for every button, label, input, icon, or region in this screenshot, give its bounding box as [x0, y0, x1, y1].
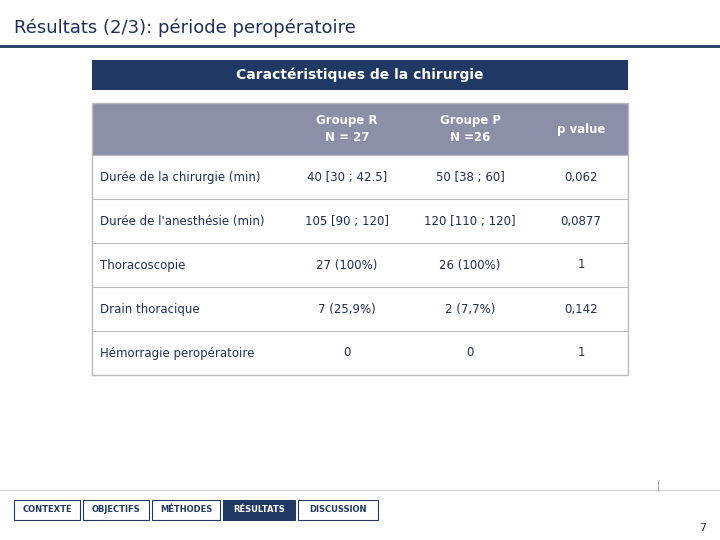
Text: 0,0877: 0,0877 [561, 214, 601, 227]
FancyBboxPatch shape [92, 199, 628, 243]
Text: 105 [90 ; 120]: 105 [90 ; 120] [305, 214, 389, 227]
Text: 50 [38 ; 60]: 50 [38 ; 60] [436, 171, 505, 184]
FancyBboxPatch shape [92, 331, 628, 375]
FancyBboxPatch shape [298, 500, 378, 520]
Text: 7: 7 [699, 523, 706, 533]
Text: Groupe R
N = 27: Groupe R N = 27 [316, 114, 378, 144]
Text: Drain thoracique: Drain thoracique [100, 302, 199, 315]
Text: 7 (25,9%): 7 (25,9%) [318, 302, 376, 315]
FancyBboxPatch shape [152, 500, 220, 520]
Text: Hémorragie peropératoire: Hémorragie peropératoire [100, 347, 254, 360]
Text: OBJECTIFS: OBJECTIFS [91, 505, 140, 515]
Text: 2 (7,7%): 2 (7,7%) [445, 302, 495, 315]
FancyBboxPatch shape [92, 243, 628, 287]
Text: 0: 0 [467, 347, 474, 360]
FancyBboxPatch shape [14, 500, 80, 520]
Text: DISCUSSION: DISCUSSION [310, 505, 366, 515]
Text: 1: 1 [577, 347, 585, 360]
FancyBboxPatch shape [223, 500, 295, 520]
Text: RÉSULTATS: RÉSULTATS [233, 505, 285, 515]
FancyBboxPatch shape [92, 287, 628, 331]
Text: Durée de l'anesthésie (min): Durée de l'anesthésie (min) [100, 214, 264, 227]
Text: 1: 1 [577, 259, 585, 272]
Text: Groupe P
N =26: Groupe P N =26 [439, 114, 500, 144]
Text: p value: p value [557, 123, 606, 136]
Text: Thoracoscopie: Thoracoscopie [100, 259, 185, 272]
FancyBboxPatch shape [92, 155, 628, 199]
Text: Caractéristiques de la chirurgie: Caractéristiques de la chirurgie [236, 68, 484, 82]
Text: 0: 0 [343, 347, 351, 360]
Text: 26 (100%): 26 (100%) [439, 259, 500, 272]
FancyBboxPatch shape [92, 60, 628, 90]
Text: 0,142: 0,142 [564, 302, 598, 315]
Text: |: | [657, 481, 660, 491]
Text: CONTEXTE: CONTEXTE [22, 505, 72, 515]
Text: 120 [110 ; 120]: 120 [110 ; 120] [424, 214, 516, 227]
Text: 0,062: 0,062 [564, 171, 598, 184]
Text: Résultats (2/3): période peropératoire: Résultats (2/3): période peropératoire [14, 19, 356, 37]
FancyBboxPatch shape [83, 500, 149, 520]
Text: 27 (100%): 27 (100%) [316, 259, 378, 272]
Text: 40 [30 ; 42.5]: 40 [30 ; 42.5] [307, 171, 387, 184]
Text: Durée de la chirurgie (min): Durée de la chirurgie (min) [100, 171, 261, 184]
Text: MÉTHODES: MÉTHODES [160, 505, 212, 515]
FancyBboxPatch shape [92, 103, 628, 155]
